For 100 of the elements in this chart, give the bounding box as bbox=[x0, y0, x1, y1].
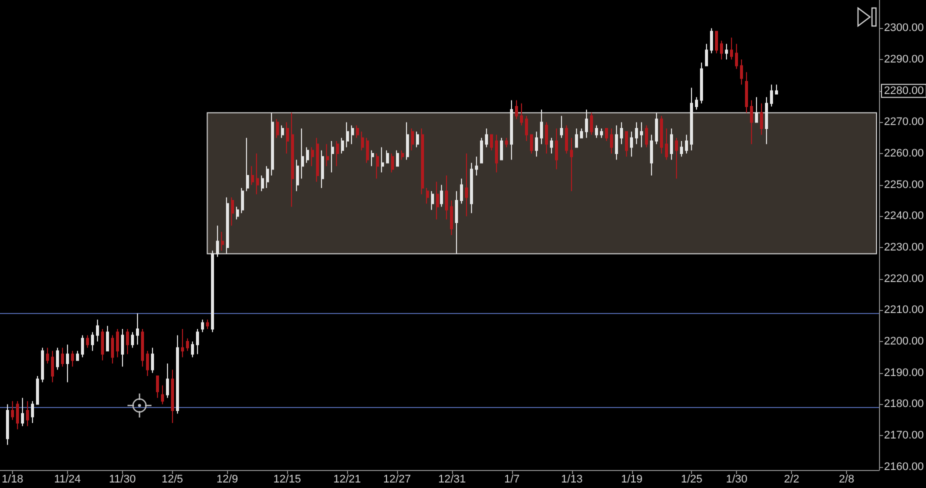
candlestick bbox=[630, 131, 633, 158]
x-tick-label: 1/19 bbox=[621, 474, 642, 486]
candlestick bbox=[440, 184, 443, 208]
candlestick bbox=[91, 332, 94, 352]
candlestick bbox=[6, 404, 9, 446]
candlestick bbox=[211, 250, 214, 333]
candlestick bbox=[106, 325, 109, 352]
candlestick bbox=[660, 115, 663, 154]
y-tick-label: 2260.00 bbox=[884, 148, 924, 160]
candlestick bbox=[416, 131, 419, 148]
candlestick bbox=[66, 344, 69, 383]
candlestick bbox=[550, 137, 553, 154]
candlestick bbox=[266, 166, 269, 188]
x-tick-label: 12/5 bbox=[162, 474, 184, 486]
candlestick bbox=[196, 328, 199, 355]
candlestick bbox=[465, 153, 468, 217]
y-tick-label: 2270.00 bbox=[884, 116, 924, 128]
candlestick bbox=[570, 137, 573, 192]
candlestick bbox=[426, 188, 429, 204]
candlestick bbox=[11, 400, 14, 420]
candlestick bbox=[206, 319, 209, 330]
candlestick bbox=[515, 100, 518, 120]
candlestick bbox=[116, 328, 119, 358]
candlestick bbox=[26, 400, 29, 427]
candlestick bbox=[46, 347, 49, 364]
candlestick bbox=[261, 174, 264, 192]
x-tick-label: 12/15 bbox=[273, 474, 301, 486]
candlestick bbox=[391, 153, 394, 173]
candlestick bbox=[351, 124, 354, 145]
x-tick-label: 1/7 bbox=[504, 474, 520, 486]
candlestick bbox=[705, 43, 708, 66]
candlestick bbox=[740, 59, 743, 86]
candlestick bbox=[371, 150, 374, 167]
candlestick bbox=[121, 328, 124, 368]
candlestick bbox=[775, 84, 778, 94]
candlestick bbox=[545, 122, 548, 154]
y-tick-label: 2300.00 bbox=[884, 22, 924, 34]
candlestick bbox=[321, 150, 324, 188]
candlestick bbox=[56, 347, 59, 370]
candlestick bbox=[256, 153, 259, 195]
candlestick bbox=[555, 128, 558, 170]
candlestick bbox=[436, 181, 439, 220]
y-tick-label: 2200.00 bbox=[884, 336, 924, 348]
candlestick bbox=[16, 400, 19, 430]
candlestick bbox=[86, 334, 89, 348]
candlestick bbox=[585, 109, 588, 138]
candlestick bbox=[580, 128, 583, 138]
candlestick bbox=[685, 134, 688, 154]
candlestick bbox=[770, 84, 773, 108]
y-tick-label: 2160.00 bbox=[884, 460, 924, 473]
candlestick bbox=[191, 341, 194, 358]
candlestick bbox=[251, 166, 254, 186]
y-tick-label: 2190.00 bbox=[884, 366, 924, 379]
x-tick-label: 12/21 bbox=[333, 474, 361, 486]
candlestick bbox=[176, 334, 179, 414]
candlestick bbox=[640, 122, 643, 148]
y-tick-label: 2220.00 bbox=[884, 272, 924, 285]
candlestick bbox=[231, 196, 234, 226]
candlestick bbox=[51, 350, 54, 383]
x-tick-label: 2/8 bbox=[838, 474, 854, 486]
candlestick bbox=[500, 137, 503, 160]
y-tick-label: 2250.00 bbox=[884, 178, 924, 191]
candlestick bbox=[650, 134, 653, 176]
candlestick bbox=[281, 124, 284, 138]
candlestick bbox=[675, 137, 678, 180]
candlestick bbox=[186, 338, 189, 352]
candlestick bbox=[381, 146, 384, 173]
candlestick bbox=[246, 137, 249, 192]
candlestick bbox=[326, 144, 329, 167]
candlestick bbox=[575, 128, 578, 148]
candlestick bbox=[635, 122, 638, 145]
candlestick bbox=[96, 319, 99, 342]
x-tick-label: 1/25 bbox=[681, 474, 702, 486]
candlestick bbox=[450, 200, 453, 236]
candlestick bbox=[171, 369, 174, 424]
candlestick bbox=[361, 131, 364, 151]
y-tick-label: 2180.00 bbox=[884, 398, 924, 410]
candlestick bbox=[156, 376, 159, 398]
candlestick bbox=[31, 400, 34, 424]
candlestick bbox=[291, 112, 294, 208]
candlestick bbox=[306, 146, 309, 164]
candlestick bbox=[331, 140, 334, 173]
candlestick bbox=[276, 118, 279, 138]
candlestick bbox=[316, 137, 319, 182]
x-tick-label: 1/13 bbox=[561, 474, 583, 486]
candlestick bbox=[301, 128, 304, 180]
candlestick bbox=[715, 30, 718, 54]
candlestick bbox=[151, 347, 154, 374]
candlestick bbox=[530, 134, 533, 154]
candlestick bbox=[136, 312, 139, 346]
candlestick bbox=[431, 190, 434, 210]
candlestick bbox=[765, 96, 768, 145]
candlestick bbox=[760, 102, 763, 136]
candlestick bbox=[181, 328, 184, 358]
y-tick-label: 2170.00 bbox=[884, 430, 924, 442]
candlestick bbox=[356, 124, 359, 138]
candlestick bbox=[445, 174, 448, 220]
candlestick bbox=[401, 150, 404, 160]
candlestick bbox=[201, 319, 204, 333]
candlestick bbox=[146, 350, 149, 376]
